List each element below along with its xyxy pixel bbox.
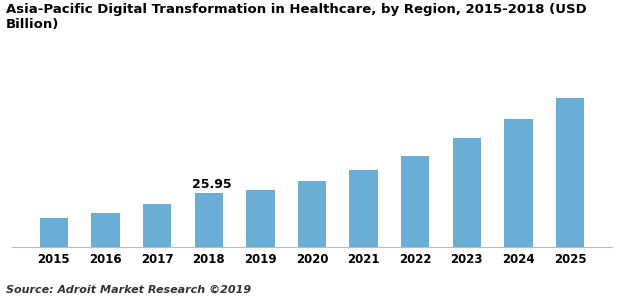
Bar [504, 119, 533, 247]
Bar [91, 213, 120, 247]
Bar [143, 204, 172, 247]
Text: 25.95: 25.95 [192, 178, 232, 191]
Bar [246, 190, 275, 247]
Text: Asia-Pacific Digital Transformation in Healthcare, by Region, 2015-2018 (USD Bil: Asia-Pacific Digital Transformation in H… [6, 3, 587, 31]
Text: Source: Adroit Market Research ©2019: Source: Adroit Market Research ©2019 [6, 285, 251, 295]
Bar [195, 193, 223, 247]
Bar [401, 156, 429, 247]
Bar [298, 181, 326, 247]
Bar [452, 138, 481, 247]
Bar [556, 98, 584, 247]
Bar [349, 170, 378, 247]
Bar [40, 218, 68, 247]
